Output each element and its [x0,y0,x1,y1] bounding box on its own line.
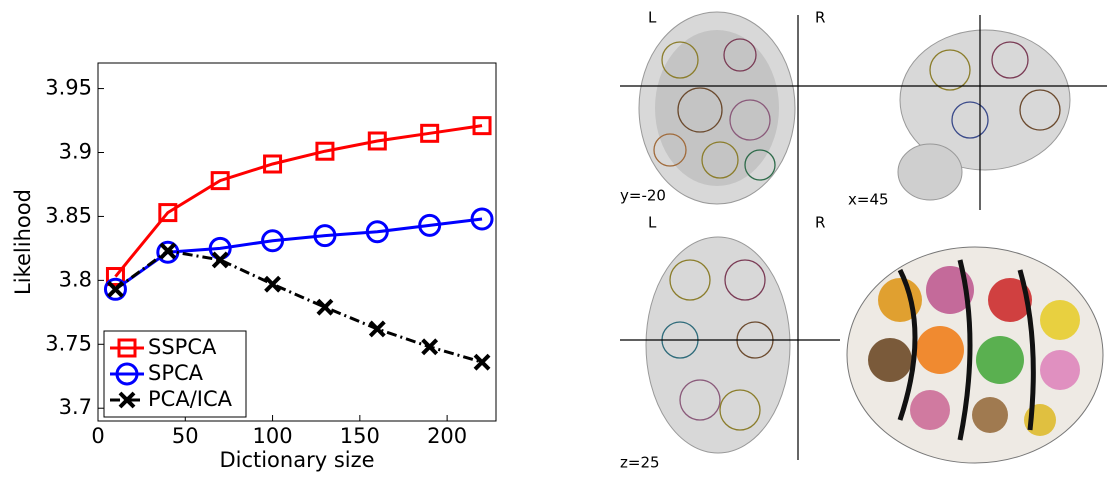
marker [368,320,386,338]
marker [158,203,178,223]
parcel-outlines [653,38,776,181]
legend-label: SSPCA [148,335,217,359]
marker [263,154,283,174]
x-tick-label: 50 [172,424,199,448]
x-tick-label: 100 [253,424,293,448]
x-tick-label: 0 [91,424,104,448]
marker [261,229,285,253]
x-axis-label: Dictionary size [219,448,374,472]
crosshairs [620,15,1107,460]
marker [117,338,137,358]
marker [211,251,229,269]
orientation-label: L [648,9,657,27]
sulci [897,259,1036,441]
orientation-label: R [815,214,825,232]
y-tick-label: 3.7 [59,395,92,419]
y-tick-label: 3.95 [45,76,92,100]
brain-panels: L R y=-20 x=45 L R z=25 [620,9,1107,472]
marker [421,338,439,356]
legend-label: PCA/ICA [148,387,233,411]
parcel-outlines [929,41,1061,139]
brain-slice [645,236,791,454]
marker [470,207,494,231]
y-tick-label: 3.8 [59,267,92,291]
orientation-label: L [648,214,657,232]
marker [473,353,491,371]
orientation-label: R [815,9,825,27]
marker [210,171,230,191]
marker [472,116,492,136]
marker [418,213,442,237]
series-line [114,249,483,364]
y-tick-label: 3.85 [45,203,92,227]
slice-coord: z=25 [620,454,660,472]
marker [316,298,334,316]
marker [115,362,139,386]
marker [420,123,440,143]
y-tick-label: 3.9 [59,140,92,164]
slice-coord: y=-20 [620,187,666,205]
plot-frame [97,62,497,422]
marker [313,224,337,248]
marker [118,391,136,409]
slice-coord: x=45 [848,191,889,209]
x-tick-label: 150 [340,424,380,448]
marker [367,131,387,151]
marker [315,141,335,161]
y-tick-label: 3.75 [45,331,92,355]
marker [159,242,177,260]
marker [105,267,125,287]
parcel-outlines [661,259,774,431]
cerebellum [897,143,963,201]
brain-slice [655,30,779,186]
x-tick-label: 200 [427,424,467,448]
marker [365,220,389,244]
marker [264,275,281,293]
marker [107,280,124,298]
line-chart: 3.7 3.75 3.8 3.85 3.9 3.95 0 50 100 150 200 Diction… [11,62,497,472]
legend-label: SPCA [148,361,204,385]
marker [103,277,127,301]
parcel-blobs [868,266,1080,436]
y-axis-label: Likelihood [11,189,35,295]
